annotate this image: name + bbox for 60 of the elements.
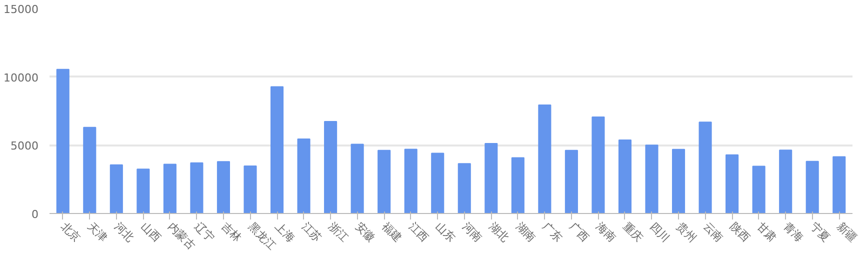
x-tick-label: 福建 (379, 220, 404, 245)
x-tick-label: 贵州 (674, 220, 699, 245)
y-tick-label: 15000 (4, 3, 39, 16)
x-tick-label: 广西 (566, 220, 592, 245)
bar (431, 152, 444, 214)
x-tick-label: 江苏 (299, 220, 324, 245)
x-tick-label: 吉林 (218, 220, 244, 245)
x-tick-label: 河北 (112, 220, 137, 245)
x-tick-label: 安徽 (352, 220, 378, 245)
x-tick-label: 云南 (700, 220, 726, 245)
bar (458, 163, 471, 214)
x-tick-label: 甘肃 (754, 220, 779, 245)
x-tick-label: 新疆 (834, 220, 860, 245)
bar (190, 162, 204, 214)
x-tick-label: 湖北 (486, 220, 512, 245)
bar (645, 144, 658, 214)
x-tick-label: 山西 (138, 220, 164, 245)
bar (270, 86, 284, 214)
y-tick-label: 0 (32, 208, 38, 221)
x-tick-label: 湖南 (513, 220, 538, 245)
bar (163, 164, 176, 214)
bar (618, 139, 632, 214)
bar (779, 150, 792, 214)
bar (592, 116, 605, 214)
bar (511, 157, 524, 214)
bar (752, 166, 766, 214)
bar (110, 164, 123, 214)
bar (672, 148, 686, 214)
bar (216, 161, 230, 214)
x-tick-label: 浙江 (326, 220, 351, 245)
x-tick-label: 河南 (460, 220, 485, 245)
x-tick-label: 陕西 (727, 220, 752, 245)
bar (136, 168, 150, 214)
bar (484, 143, 498, 214)
bar (726, 154, 739, 214)
x-tick-label: 宁夏 (808, 220, 833, 245)
x-tick-label: 江西 (406, 220, 432, 245)
bar (324, 121, 338, 214)
bar (564, 150, 578, 214)
x-tick-label: 海南 (594, 220, 618, 245)
x-tick-label: 四川 (647, 220, 672, 245)
y-tick-label: 5000 (10, 140, 39, 153)
bar (538, 104, 552, 214)
bar (832, 156, 846, 214)
bar (244, 165, 257, 214)
bar (83, 126, 96, 214)
bar (56, 68, 70, 214)
bar (806, 160, 819, 214)
x-tick-label: 重庆 (620, 220, 646, 245)
x-tick-label: 天津 (85, 220, 110, 245)
y-tick-label: 10000 (4, 71, 39, 84)
bar (350, 144, 364, 214)
bar (297, 138, 310, 214)
bar (698, 122, 712, 214)
bar (378, 150, 391, 214)
bar (404, 148, 418, 214)
x-tick-label: 青海 (780, 220, 806, 245)
x-tick-label: 山东 (433, 220, 458, 245)
x-tick-label: 北京 (58, 220, 84, 245)
x-tick-label: 广东 (540, 220, 565, 245)
